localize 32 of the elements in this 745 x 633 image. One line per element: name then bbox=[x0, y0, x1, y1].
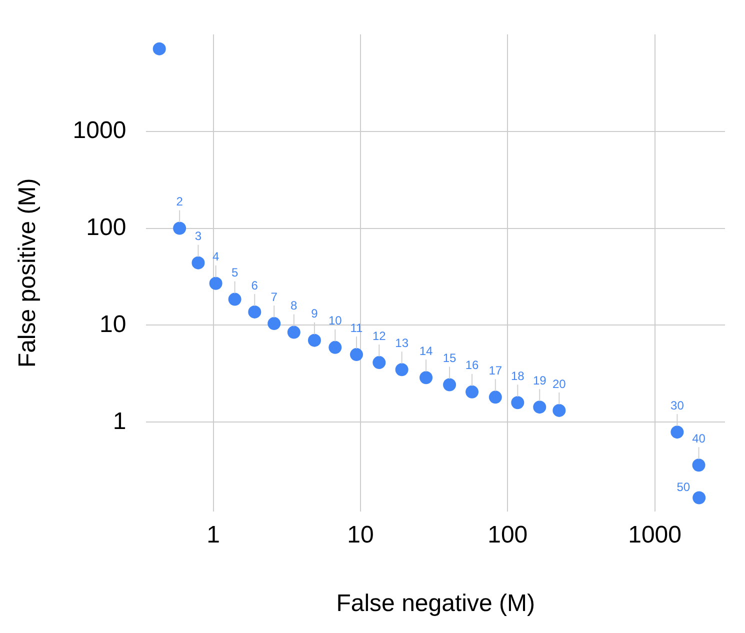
annotation: 30 bbox=[670, 398, 684, 412]
x-tick-label: 10 bbox=[347, 521, 374, 548]
annotation: 9 bbox=[311, 306, 318, 321]
x-axis-title: False negative (M) bbox=[336, 590, 535, 618]
annotation: 17 bbox=[488, 363, 502, 378]
annotation: 13 bbox=[395, 336, 409, 350]
annotation: 20 bbox=[552, 376, 566, 391]
annotation: 6 bbox=[251, 278, 258, 292]
y-tick-label: 10 bbox=[99, 310, 126, 338]
annotation: 5 bbox=[231, 266, 238, 280]
annotation: 15 bbox=[442, 351, 457, 366]
annotation: 11 bbox=[350, 320, 364, 335]
annotation: 3 bbox=[194, 229, 202, 244]
y-axis-title: False positive (M) bbox=[14, 178, 42, 368]
y-tick-label: 100 bbox=[86, 214, 126, 241]
annotation: 2 bbox=[176, 194, 184, 209]
x-tick-label: 100 bbox=[488, 521, 528, 548]
annotation: 8 bbox=[290, 298, 298, 313]
x-tick-label: 1000 bbox=[628, 521, 682, 548]
annotation: 50 bbox=[676, 480, 690, 494]
annotation: 14 bbox=[419, 344, 434, 358]
y-tick-label: 1 bbox=[112, 408, 126, 435]
annotation: 19 bbox=[532, 373, 547, 388]
annotation: 10 bbox=[328, 314, 342, 328]
annotation: 4 bbox=[212, 250, 220, 264]
annotation: 12 bbox=[372, 328, 386, 343]
y-tick-label: 1000 bbox=[72, 116, 126, 144]
x-tick-label: 1 bbox=[206, 521, 220, 548]
annotation: 18 bbox=[510, 368, 525, 383]
annotation: 16 bbox=[465, 358, 480, 372]
annotation: 7 bbox=[270, 290, 278, 304]
annotation: 40 bbox=[692, 431, 706, 446]
